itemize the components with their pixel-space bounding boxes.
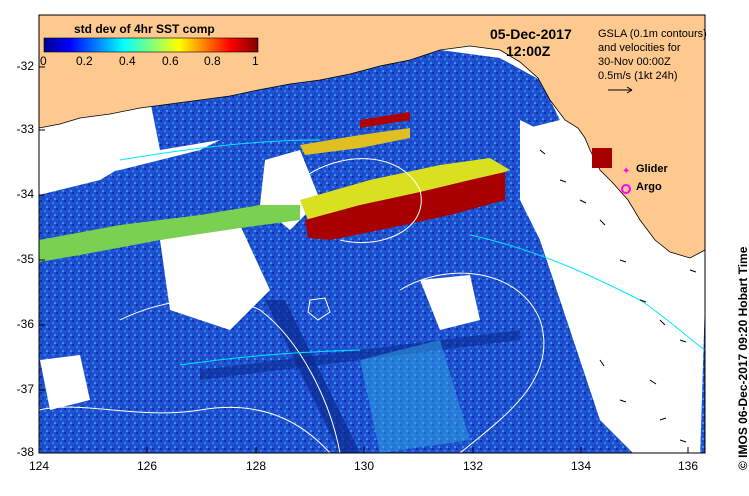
info-line: GSLA (0.1m contours) xyxy=(598,28,707,40)
sst-band-red xyxy=(305,172,505,240)
sst-band-north xyxy=(300,128,410,155)
info-line: 0.5m/s (1kt 24h) xyxy=(598,70,678,82)
lat-tick-label: -32 xyxy=(16,59,34,73)
cloud-gap xyxy=(39,100,150,195)
lon-tick-label: 136 xyxy=(677,459,699,473)
info-line: 30-Nov 00:00Z xyxy=(598,56,671,68)
colorbar-tick: 0 xyxy=(40,54,47,68)
map-frame xyxy=(38,14,706,454)
glider-marker-icon: ✦ xyxy=(622,166,630,177)
colorbar-tick: 1 xyxy=(252,54,259,68)
gsla-contour xyxy=(119,298,341,453)
map-date: 05-Dec-2017 xyxy=(490,26,572,42)
cloud-gap xyxy=(420,275,480,330)
colorbar-tick: 0.8 xyxy=(204,54,221,68)
colorbar-tick: 0.6 xyxy=(162,54,179,68)
gsla-contour xyxy=(299,158,422,244)
lon-tick-label: 132 xyxy=(462,459,484,473)
scale-arrow-icon xyxy=(608,86,633,94)
legend-glider-label: Glider xyxy=(636,163,668,175)
velocity-arrows xyxy=(539,149,697,443)
current-line xyxy=(119,139,321,161)
lon-tick-label: 126 xyxy=(136,459,158,473)
colorbar-tick: 0.4 xyxy=(119,54,136,68)
cloud-gap xyxy=(40,355,90,410)
land-australia xyxy=(39,15,705,259)
lon-tick-label: 124 xyxy=(28,459,50,473)
lon-tick-label: 130 xyxy=(353,459,375,473)
coastal-hotspot xyxy=(592,148,612,168)
legend-argo-label: Argo xyxy=(636,181,662,193)
colorbar-bar xyxy=(43,37,259,53)
lat-tick-label: -34 xyxy=(16,187,34,201)
axis-ticks xyxy=(38,66,689,454)
gsla-contour xyxy=(39,406,331,453)
current-line xyxy=(179,349,361,366)
lat-tick-label: -35 xyxy=(16,252,34,266)
map-time: 12:00Z xyxy=(506,43,551,59)
lon-tick-label: 128 xyxy=(245,459,267,473)
gsla-contour xyxy=(307,297,331,321)
info-line: and velocities for xyxy=(598,42,681,54)
argo-marker-icon xyxy=(621,184,631,194)
gsla-contour xyxy=(399,272,545,453)
lat-tick-label: -37 xyxy=(16,382,34,396)
sst-field-north xyxy=(150,50,560,150)
satellite-swath xyxy=(360,340,470,453)
lat-tick-label: -33 xyxy=(16,122,34,136)
current-line xyxy=(469,234,705,351)
colorbar-title: std dev of 4hr SST comp xyxy=(74,22,215,36)
lon-tick-label: 134 xyxy=(570,459,592,473)
credit-text: © IMOS 06-Dec-2017 09:20 Hobart Time xyxy=(736,246,749,470)
colorbar-tick: 0.2 xyxy=(76,54,93,68)
lat-tick-label: -38 xyxy=(16,445,34,459)
lat-tick-label: -36 xyxy=(16,317,34,331)
sst-band-west xyxy=(39,205,300,262)
sst-band-north-red xyxy=(360,112,410,128)
